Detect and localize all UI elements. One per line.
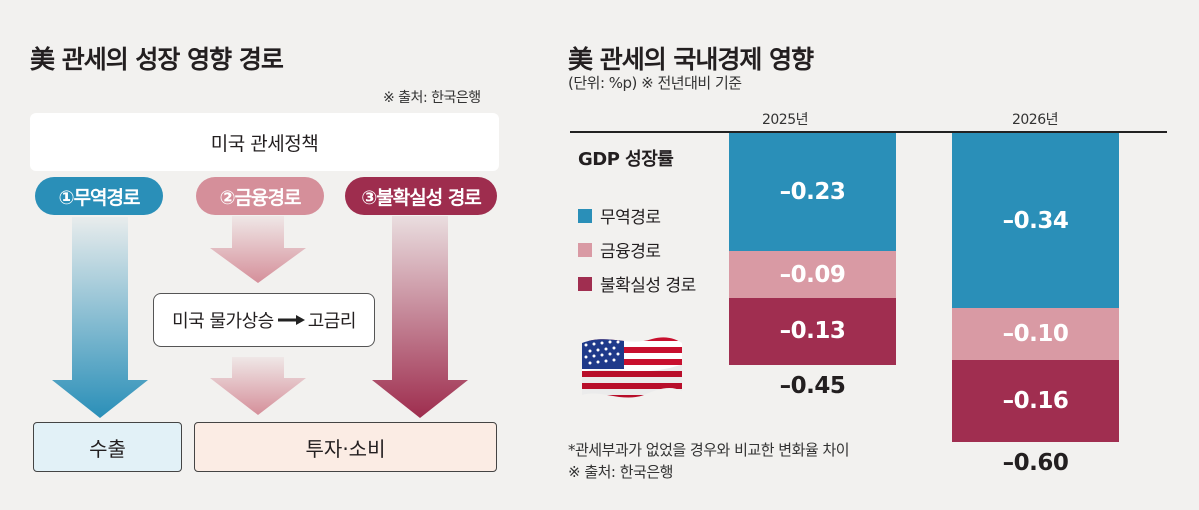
bar-value-label: –0.23	[779, 179, 846, 206]
legend-item-trade: 무역경로	[578, 203, 661, 228]
trade-path-label: ①무역경로	[58, 186, 140, 209]
left-source: ※ 출처: 한국은행	[383, 90, 481, 106]
bar-segment-uncertainty-2026: –0.16	[952, 359, 1119, 442]
high-rate-label: 고금리	[307, 311, 357, 332]
inflation-box: 미국 물가상승 고금리	[153, 293, 375, 347]
legend-swatch-finance	[578, 242, 592, 257]
legend-label-trade: 무역경로	[600, 208, 661, 228]
year-label-2026: 2026년	[1011, 112, 1059, 128]
finance-path-label: ②금융경로	[219, 186, 301, 209]
right-arrow-icon	[277, 315, 305, 325]
export-box: 수출	[33, 422, 182, 472]
trade-path-pill: ①무역경로	[35, 177, 163, 215]
finance-path-pill: ②금융경로	[196, 177, 324, 215]
flow-arrows	[52, 216, 468, 418]
right-source: ※ 출처: 한국은행	[568, 463, 673, 481]
bar-total-label-2025: –0.45	[779, 372, 846, 399]
bar-segment-trade-2025: –0.23	[729, 133, 896, 252]
year-label-2025: 2025년	[761, 112, 809, 128]
us-flag-icon	[582, 337, 682, 398]
trade-path-arrow	[52, 217, 148, 418]
legend-item-finance: 금융경로	[578, 237, 661, 262]
chart-top-axis	[570, 131, 1167, 133]
finance-path-arrow-top	[210, 216, 306, 283]
policy-box: 미국 관세정책	[30, 113, 499, 171]
bar-value-label: –0.34	[1002, 207, 1069, 234]
export-label: 수출	[89, 436, 126, 461]
legend-label-uncertainty: 불확실성 경로	[600, 276, 696, 296]
invest-consume-label: 투자·소비	[305, 436, 386, 461]
bar-value-label: –0.13	[779, 318, 846, 345]
uncertainty-path-arrow	[372, 216, 468, 418]
legend-swatch-uncertainty	[578, 276, 592, 291]
left-title: 美 관세의 성장 영향 경로	[30, 45, 284, 74]
bar-segment-finance-2025: –0.09	[729, 251, 896, 298]
bar-segment-finance-2026: –0.10	[952, 308, 1119, 360]
bar-value-label: –0.09	[779, 261, 846, 288]
bar-value-label: –0.10	[1002, 320, 1069, 347]
finance-path-arrow-bottom	[210, 357, 306, 415]
right-title: 美 관세의 국내경제 영향	[568, 45, 814, 74]
legend-label-finance: 금융경로	[600, 242, 661, 262]
policy-label: 미국 관세정책	[210, 132, 319, 155]
bar-segment-uncertainty-2025: –0.13	[729, 297, 896, 365]
gdp-row-label: GDP 성장률	[578, 149, 674, 170]
uncertainty-path-label: ③불확실성 경로	[361, 186, 482, 209]
invest-consume-box: 투자·소비	[194, 422, 497, 472]
unit-note: (단위: %p) ※ 전년대비 기준	[568, 74, 742, 92]
legend-swatch-trade	[578, 208, 592, 223]
bar-segment-trade-2026: –0.34	[952, 133, 1119, 309]
legend-item-uncertainty: 불확실성 경로	[578, 271, 696, 296]
chart-footnote: *관세부과가 없었을 경우와 비교한 변화율 차이	[568, 441, 850, 459]
inflation-label: 미국 물가상승	[172, 311, 274, 332]
uncertainty-path-pill: ③불확실성 경로	[345, 177, 497, 215]
bar-total-label-2026: –0.60	[1002, 450, 1069, 476]
bar-value-label: –0.16	[1002, 387, 1069, 414]
